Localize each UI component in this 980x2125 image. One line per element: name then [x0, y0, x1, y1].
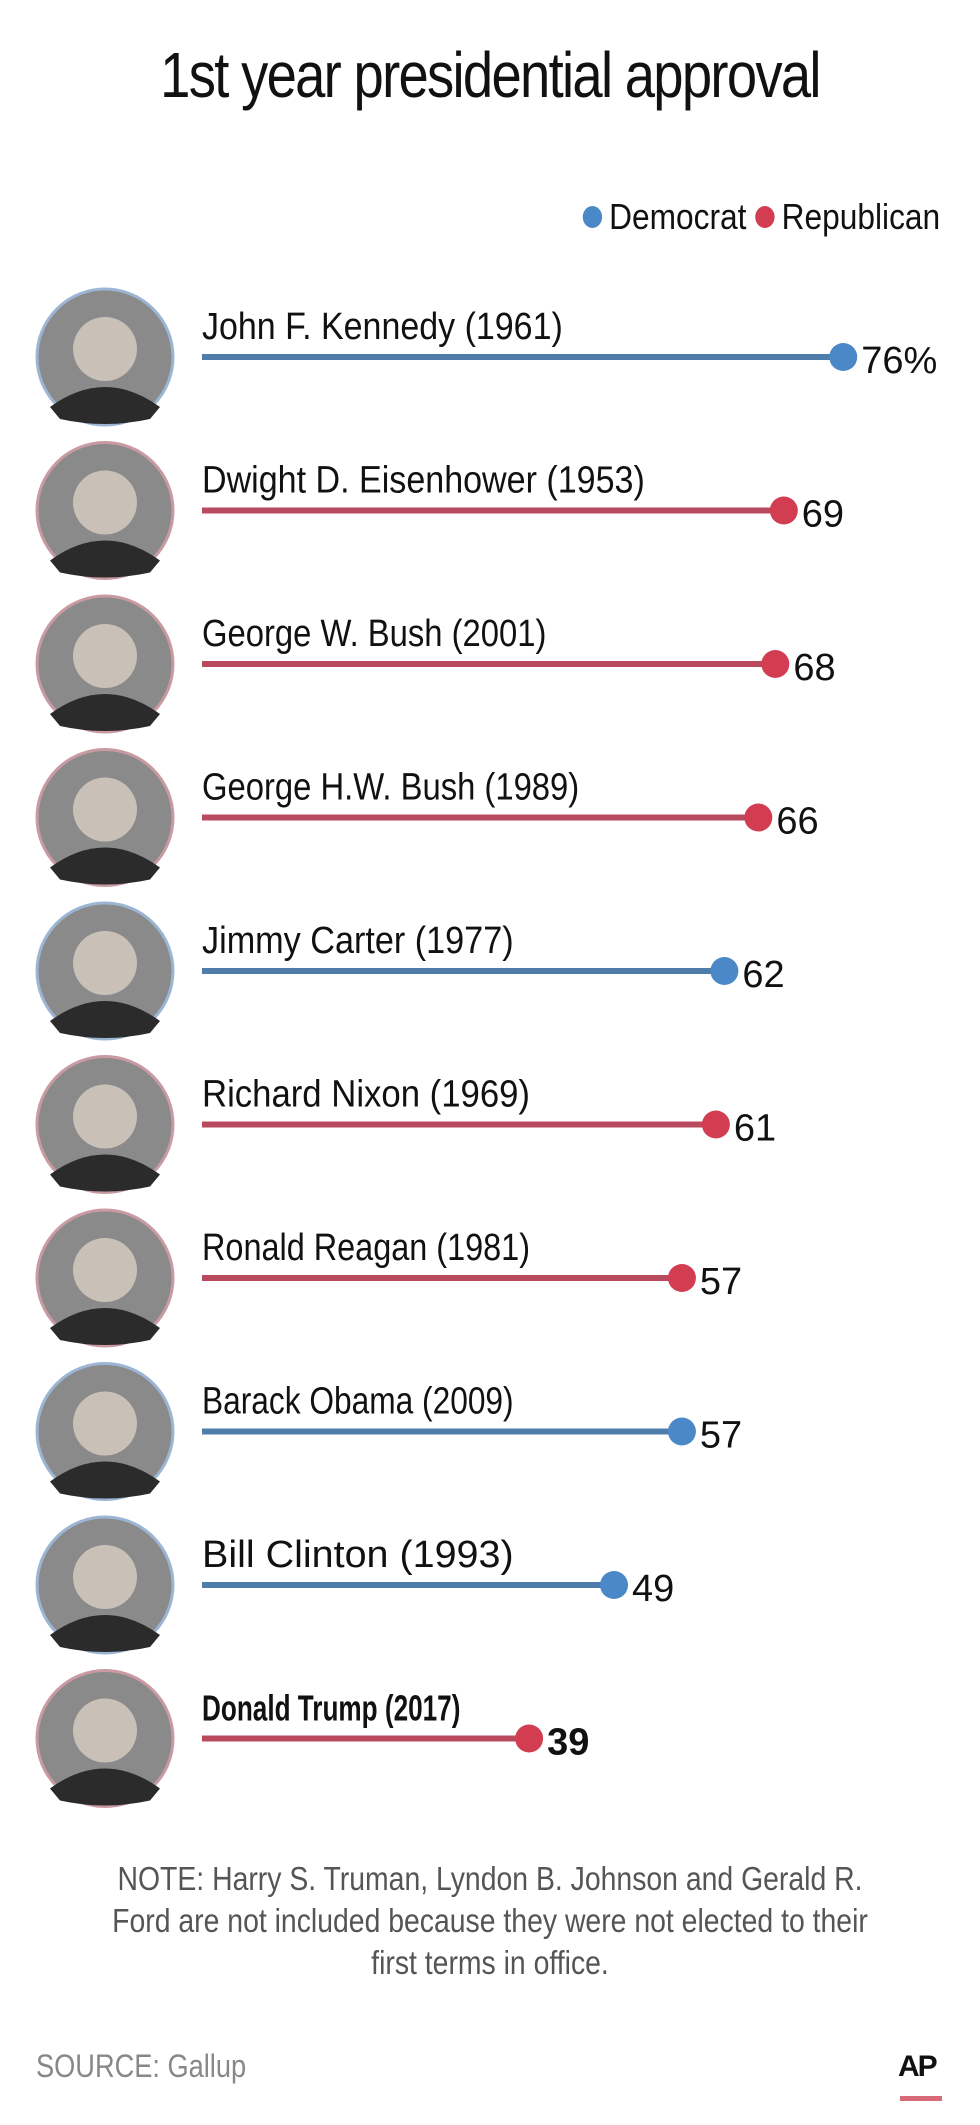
- row-label: Dwight D. Eisenhower (1953): [202, 460, 645, 502]
- row-label: Jimmy Carter (1977): [202, 920, 514, 962]
- president-photo-suit: [50, 847, 160, 885]
- row-label: Richard Nixon (1969): [202, 1074, 530, 1116]
- value-dot: [600, 1571, 629, 1599]
- president-photo-face: [73, 1545, 137, 1609]
- value-label: 69: [802, 494, 844, 536]
- value-dot: [769, 496, 798, 525]
- president-photo-face: [73, 317, 137, 381]
- president-photo-suit: [50, 540, 160, 578]
- value-dot: [829, 343, 858, 371]
- legend: Democrat Republican: [582, 196, 940, 238]
- legend-republican: Republican: [755, 196, 940, 238]
- president-photo-face: [73, 624, 137, 688]
- value-dot: [710, 957, 739, 985]
- value-dot: [667, 1264, 696, 1292]
- row-label: Bill Clinton (1993): [202, 1534, 514, 1576]
- value-label: 62: [742, 954, 784, 996]
- president-photo-suit: [50, 1154, 160, 1192]
- legend-republican-label: Republican: [781, 196, 940, 237]
- president-photo-face: [73, 470, 137, 535]
- president-photo-suit: [50, 1615, 160, 1652]
- legend-democrat-swatch: [582, 206, 602, 228]
- value-label: 66: [776, 801, 818, 843]
- row-label: Donald Trump (2017): [202, 1688, 460, 1729]
- chart-source: SOURCE: Gallup: [36, 2048, 247, 2084]
- value-label: 57: [700, 1415, 742, 1457]
- president-photo-suit: [50, 694, 160, 731]
- president-photo-suit: [50, 1001, 160, 1038]
- president-photo-suit: [50, 1461, 160, 1499]
- value-label: 68: [793, 647, 835, 689]
- value-label: 76%: [861, 340, 937, 382]
- ap-logo: AP: [898, 2050, 938, 2083]
- legend-democrat: Democrat: [582, 196, 747, 238]
- value-label: 49: [632, 1568, 674, 1610]
- value-label: 39: [547, 1722, 589, 1764]
- value-label: 61: [734, 1108, 776, 1150]
- value-dot: [761, 650, 790, 678]
- legend-democrat-label: Democrat: [608, 196, 747, 237]
- value-dot: [744, 803, 773, 832]
- chart-title: 1st year presidential approval: [160, 39, 821, 111]
- president-photo-suit: [50, 387, 160, 424]
- president-photo-face: [73, 1084, 137, 1149]
- president-photo-face: [73, 931, 137, 995]
- ap-logo-underline: [900, 2096, 942, 2101]
- legend-republican-swatch: [755, 206, 775, 228]
- president-photo-suit: [50, 1768, 160, 1806]
- chart-note: NOTE: Harry S. Truman, Lyndon B. Johnson…: [112, 1860, 868, 1981]
- row-label: George H.W. Bush (1989): [202, 767, 579, 809]
- row-label: Barack Obama (2009): [202, 1381, 514, 1423]
- president-photo-face: [73, 777, 137, 842]
- value-dot: [515, 1724, 544, 1753]
- row-label: John F. Kennedy (1961): [202, 306, 563, 348]
- president-photo-face: [73, 1698, 137, 1763]
- value-dot: [701, 1110, 730, 1139]
- row-label: Ronald Reagan (1981): [202, 1227, 530, 1269]
- president-photo-face: [73, 1238, 137, 1302]
- value-label: 57: [700, 1261, 742, 1303]
- value-dot: [667, 1417, 696, 1446]
- president-photo-suit: [50, 1308, 160, 1345]
- president-photo-face: [73, 1391, 137, 1456]
- row-label: George W. Bush (2001): [202, 613, 546, 655]
- chart-plot: John F. Kennedy (1961) 76% Dwight D. Eisen…: [35, 287, 937, 1808]
